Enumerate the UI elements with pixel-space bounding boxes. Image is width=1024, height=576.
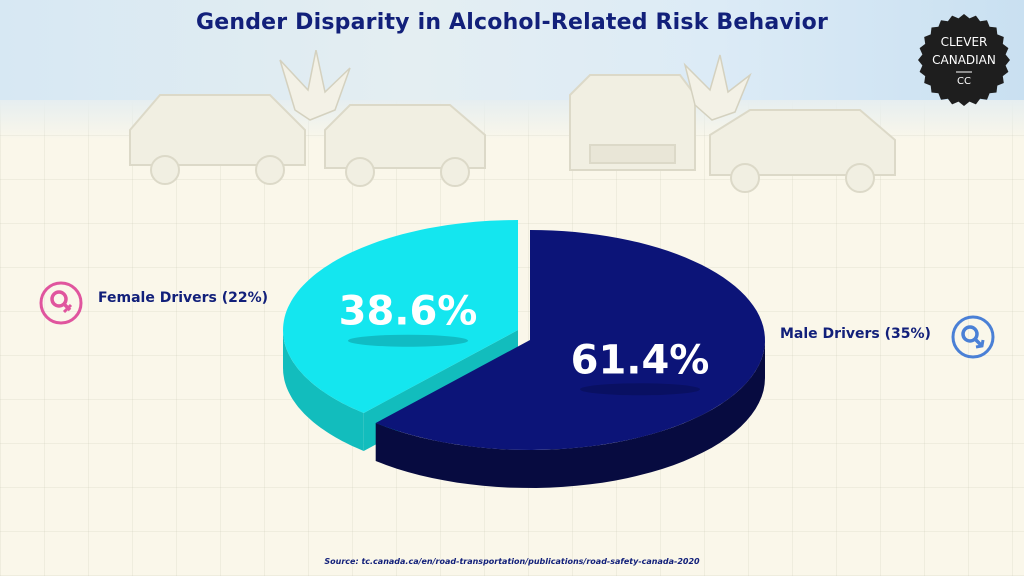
pie-slice-side-1 — [375, 340, 765, 488]
pie-data-label-0: 38.6% — [339, 289, 478, 335]
pie-data-label-1: 61.4% — [571, 337, 710, 383]
pie-labels: 38.6% 61.4% — [339, 289, 710, 396]
crash-burst-icon — [683, 54, 752, 121]
legend-male-label: Male Drivers (35%) — [780, 326, 931, 342]
female-symbol-icon — [39, 281, 83, 325]
pie-tops — [283, 220, 765, 450]
page-title: Gender Disparity in Alcohol-Related Risk… — [195, 10, 829, 35]
middle-car-body-icon — [324, 104, 486, 169]
pie-slice-1 — [375, 230, 765, 450]
pie-slice-side-0 — [283, 330, 364, 451]
pie-label-shadow-1 — [580, 383, 700, 396]
legend-female-label: Female Drivers (22%) — [98, 290, 269, 306]
crash-burst-icon — [279, 50, 351, 121]
car-crash-illustration — [129, 50, 896, 193]
clever-canadian-logo: CLEVER CANADIAN CC — [918, 14, 1010, 106]
logo-badge-shape — [918, 14, 1010, 106]
right-car-body-icon — [709, 109, 896, 176]
source-citation: Source: tc.canada.ca/en/road-transportat… — [324, 557, 700, 566]
logo-line1: CLEVER — [941, 35, 988, 49]
left-car-body-icon — [129, 94, 306, 166]
logo-line2: CANADIAN — [932, 53, 996, 67]
pie-label-shadow-0 — [348, 334, 468, 347]
logo-mark: CC — [957, 76, 971, 87]
male-symbol-icon — [951, 315, 995, 359]
pie-slice-0 — [283, 220, 518, 413]
